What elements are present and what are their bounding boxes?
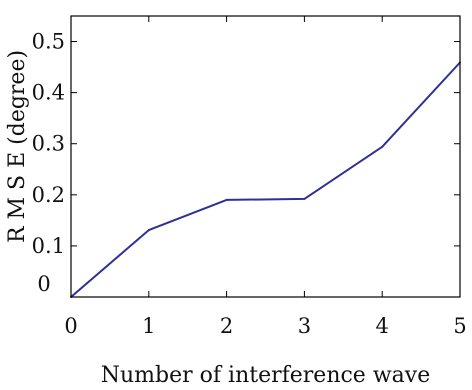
x-axis-title: Number of interference wave [101,363,430,388]
axis-ticks [70,16,461,298]
y-tick-label: 0.1 [32,234,65,258]
y-axis-title: R M S E (degree) [5,50,30,243]
data-point [147,229,150,232]
plot-frame [70,15,461,298]
data-point [381,145,384,148]
x-tick-label: 5 [453,314,466,338]
y-tick-label: 0.4 [32,81,65,105]
x-tick-label: 2 [220,314,233,338]
series-layer [70,61,461,298]
y-tick-label: 0.2 [32,183,65,207]
series-line [70,61,461,298]
y-tick-label: 0 [37,272,50,296]
y-tick-label: 0.3 [32,132,65,156]
data-point [225,198,228,201]
data-point [303,197,306,200]
x-tick-label: 3 [298,314,311,338]
x-tick-label: 0 [64,314,77,338]
y-tick-label: 0.5 [32,30,65,54]
tick-labels: 0 1 2 3 4 5 0 0.1 0.2 0.3 0.4 0.5 [32,30,467,338]
x-tick-label: 4 [376,314,389,338]
x-tick-label: 1 [142,314,155,338]
